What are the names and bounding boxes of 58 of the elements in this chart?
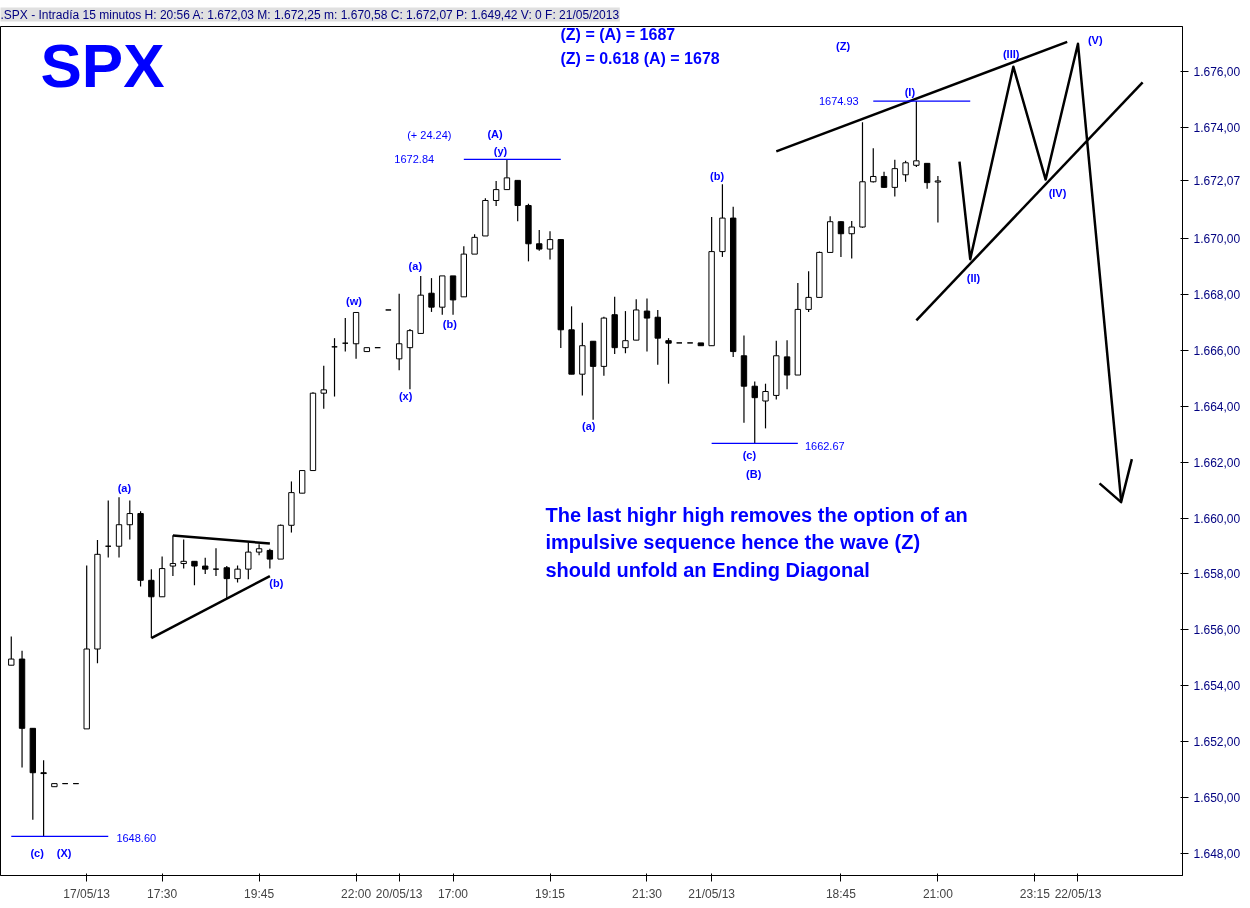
annotation: (X) — [56, 847, 72, 860]
x-tick-label: 22/05/13 — [1054, 886, 1102, 901]
annotation: (a) — [582, 420, 596, 433]
annotation: 1674.93 — [818, 95, 859, 108]
annotation: (a) — [117, 482, 132, 495]
annotation: (Z) = 0.618 (A) = 1678 — [560, 49, 720, 67]
annotation: (A) — [487, 128, 504, 141]
y-tick-label: 1.670,00 — [1193, 232, 1241, 247]
annotation: (I) — [904, 85, 916, 98]
x-tick-label: 17:00 — [438, 886, 469, 901]
y-tick-label: 1.656,00 — [1193, 623, 1241, 638]
x-tick-label: 20/05/13 — [375, 886, 423, 901]
y-tick-label: 1.660,00 — [1193, 511, 1241, 526]
annotation: (Z) — [836, 40, 851, 53]
y-tick-label: 1.658,00 — [1193, 567, 1241, 582]
y-tick-label: 1.654,00 — [1193, 679, 1241, 694]
y-tick-label: 1.662,00 — [1193, 455, 1241, 470]
annotation: (x) — [398, 389, 413, 402]
y-tick-label: 1.648,00 — [1193, 846, 1241, 861]
annotation: (c) — [30, 847, 45, 860]
annotation: (Z) = (A) = 1687 — [560, 25, 676, 43]
x-tick-label: 22:00 — [341, 886, 372, 901]
y-tick-label: 1.672,07 — [1193, 174, 1241, 189]
annotation: (c) — [742, 449, 757, 462]
y-tick-label: 1.666,00 — [1193, 343, 1241, 358]
annotation: SPX — [40, 30, 165, 100]
y-tick-label: 1.652,00 — [1193, 734, 1241, 749]
y-tick-label: 1.674,00 — [1193, 120, 1241, 135]
x-tick-label: 19:45 — [244, 886, 275, 901]
x-tick-label: 23:15 — [1019, 886, 1051, 901]
annotation: 1672.84 — [394, 153, 435, 166]
annotation: (y) — [493, 145, 508, 158]
annotation: (b) — [442, 317, 458, 330]
annotation: (II) — [966, 271, 981, 284]
annotation: The last highr high removes the option of an impulsive sequence hence the wave (Z) should unfold an Ending Diagonal — [545, 503, 968, 581]
annotation: (B) — [746, 468, 762, 481]
annotation: (III) — [1002, 48, 1020, 61]
chart-title: .SPX - Intradía 15 minutos H: 20:56 A: 1.672,03 M: 1.672,25 m: 1.670,58 C: 1.672,07 P: 1.649,42 V: 0 F: 21/05/2013 — [0, 7, 620, 22]
x-tick-label: 18:45 — [825, 886, 857, 901]
x-tick-label: 21:00 — [922, 886, 954, 901]
annotation: 1648.60 — [116, 831, 157, 844]
annotation: 1662.67 — [804, 439, 845, 452]
x-tick-label: 17:30 — [147, 886, 178, 901]
annotation: (w) — [345, 295, 363, 308]
annotation: (a) — [408, 259, 423, 272]
x-tick-label: 21:30 — [631, 886, 663, 901]
annotation: (IV) — [1048, 187, 1067, 200]
x-tick-label: 21/05/13 — [688, 886, 736, 901]
annotation: (V) — [1087, 34, 1103, 47]
y-tick-label: 1.668,00 — [1193, 288, 1241, 303]
y-tick-label: 1.676,00 — [1193, 64, 1241, 79]
annotation: (+ 24.24) — [407, 129, 452, 142]
x-tick-label: 17/05/13 — [63, 886, 111, 901]
x-tick-label: 19:15 — [535, 886, 566, 901]
annotation: (b) — [710, 170, 725, 183]
annotation: (b) — [269, 577, 284, 590]
y-tick-label: 1.650,00 — [1193, 790, 1241, 805]
y-tick-label: 1.664,00 — [1193, 399, 1241, 414]
